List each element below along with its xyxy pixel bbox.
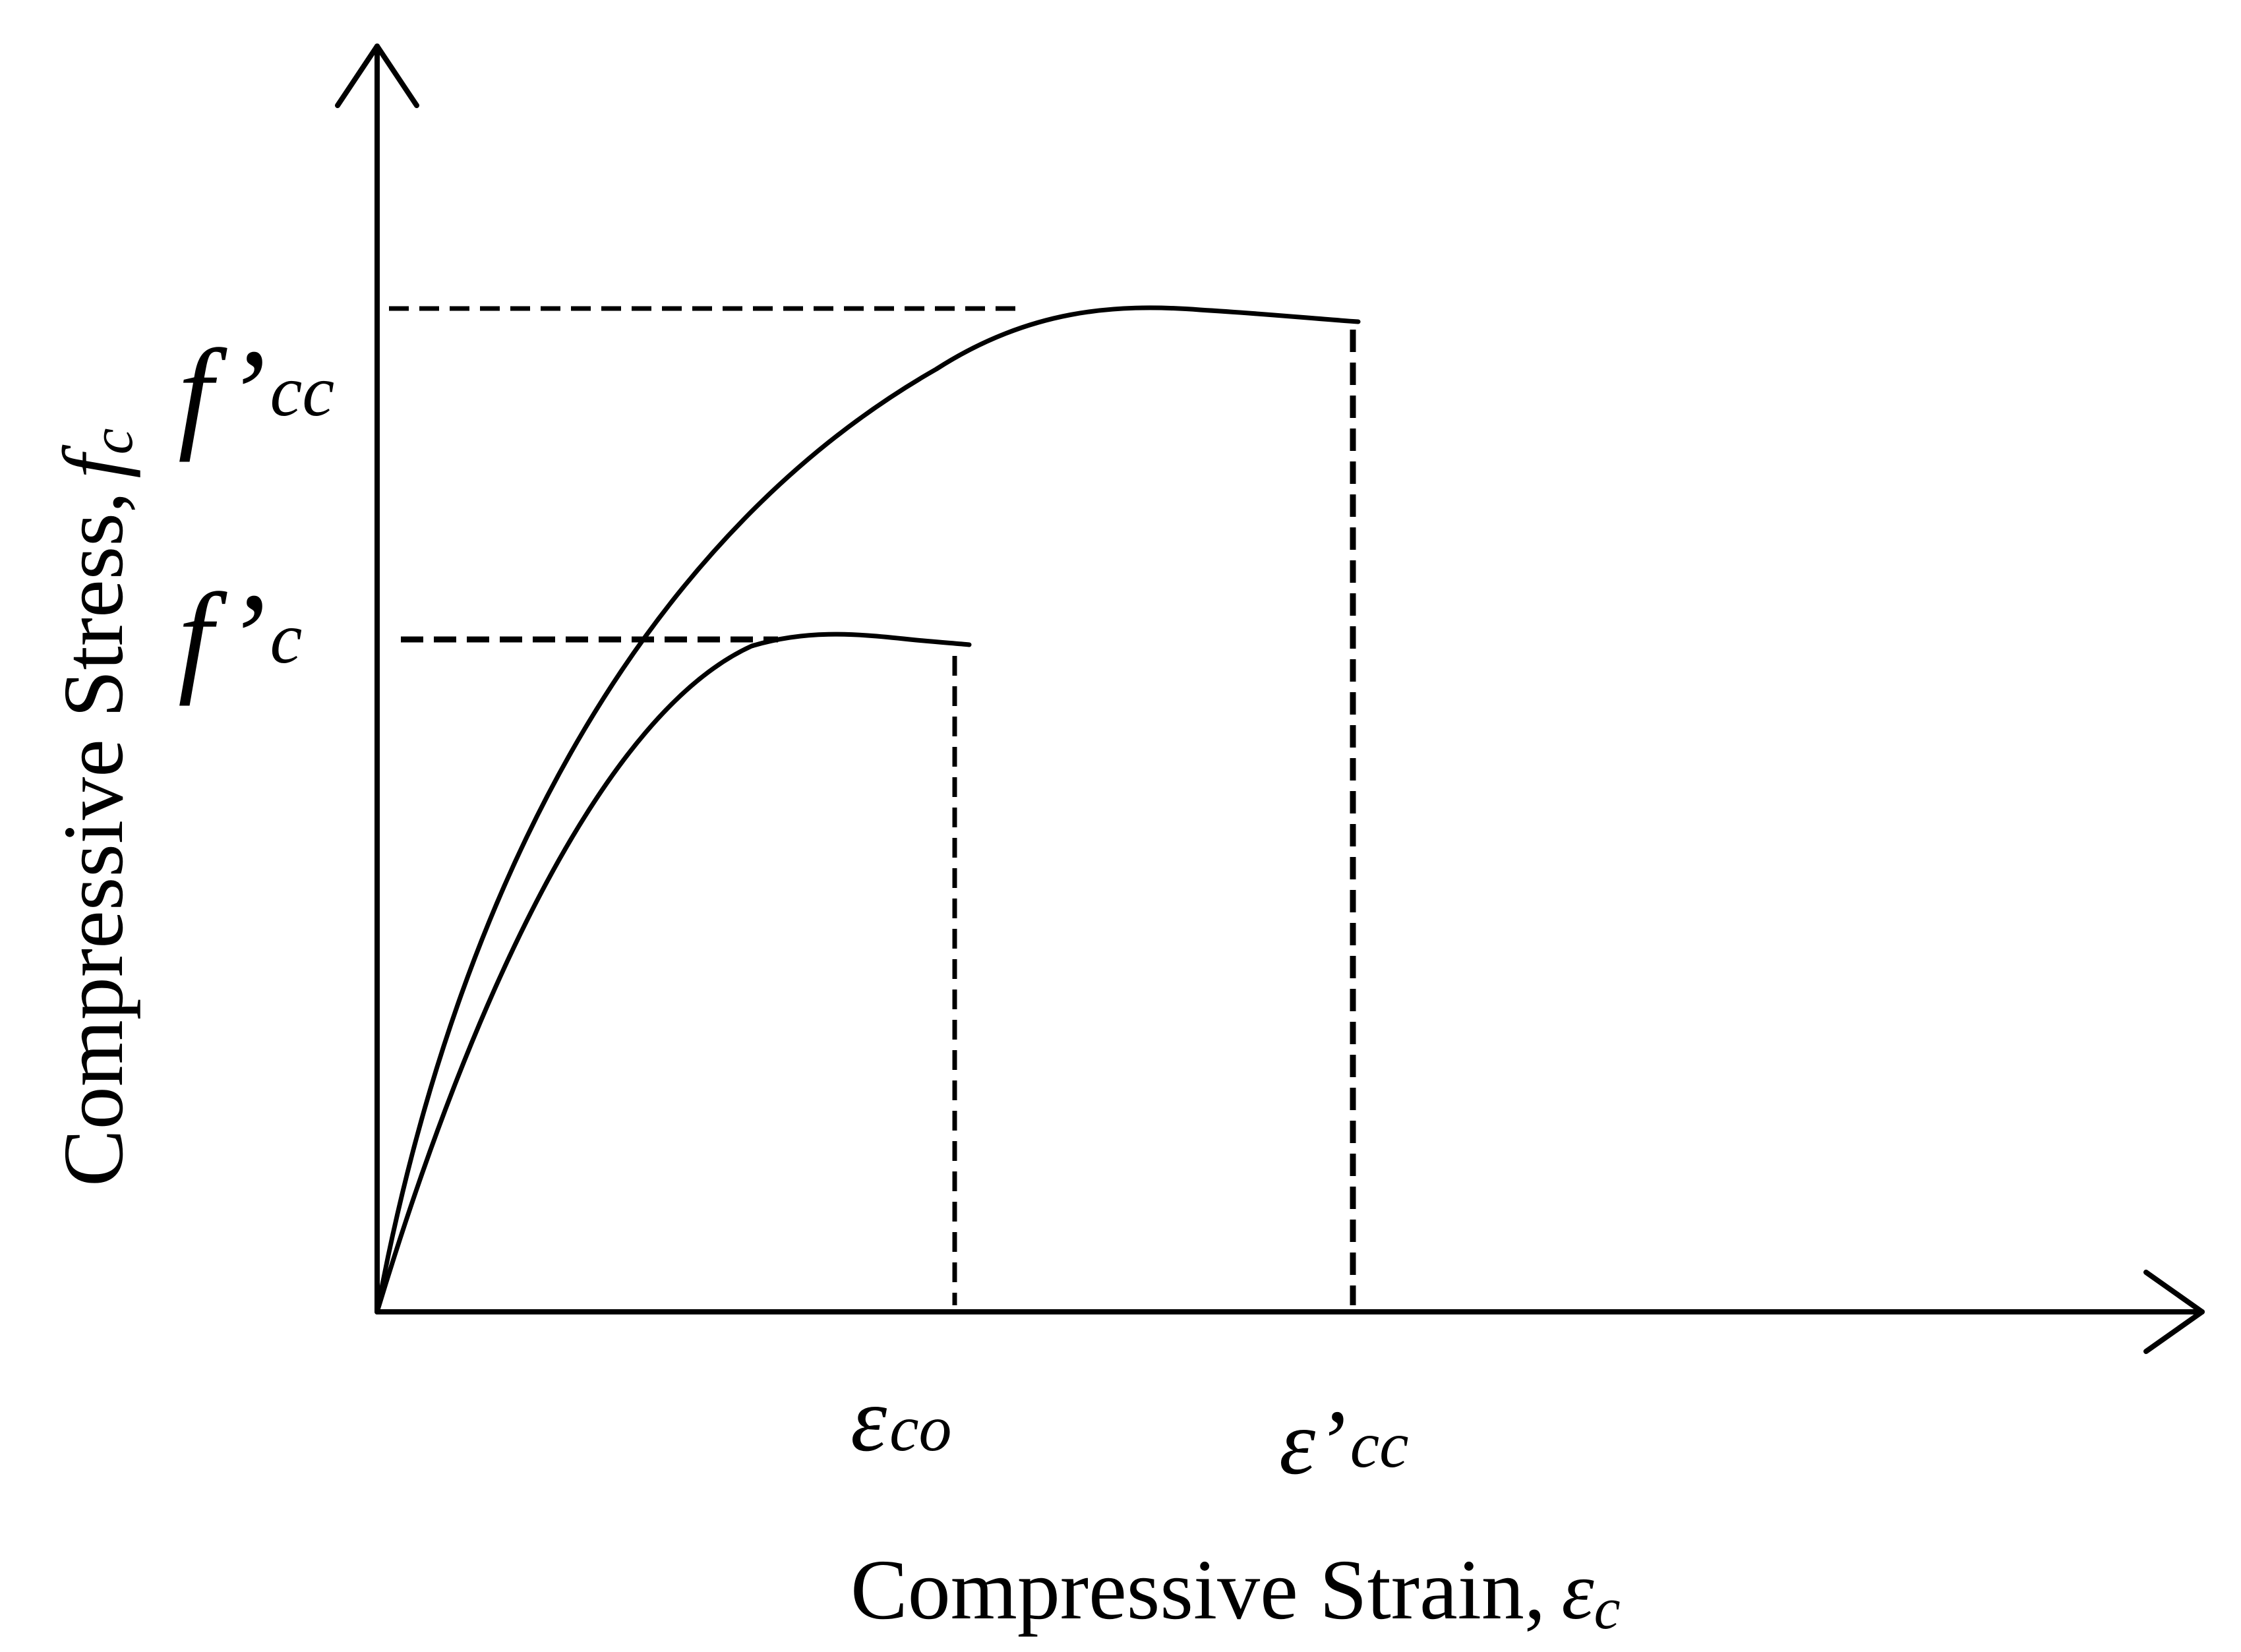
- fc-label: f’c: [178, 568, 302, 707]
- unconfined-curve: [374, 632, 972, 1314]
- confined-curve: [374, 305, 1361, 1314]
- x-axis-arrowhead: [2143, 1270, 2205, 1354]
- fcc-label: f’cc: [178, 324, 334, 463]
- y-axis-title: Compressive Stress,fc: [46, 428, 145, 1187]
- x-axis-title: Compressive Strain, εc: [851, 1543, 1621, 1641]
- ecc-label: ε’cc: [1279, 1392, 1409, 1494]
- eco-label: εco: [851, 1369, 952, 1471]
- y-axis-arrowhead: [335, 44, 419, 108]
